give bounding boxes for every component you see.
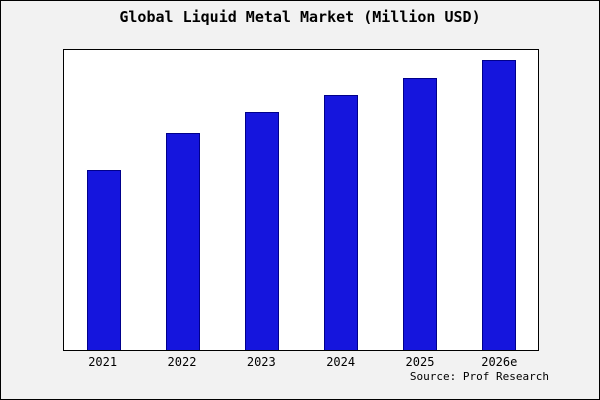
bar-slot: [64, 50, 143, 350]
bar-slot: [380, 50, 459, 350]
x-tick-label: 2026e: [481, 355, 518, 369]
chart-title: Global Liquid Metal Market (Million USD): [119, 8, 481, 26]
bar-slot: [301, 50, 380, 350]
bar-2023: [244, 112, 279, 350]
bar-2024: [323, 94, 358, 350]
bar-2022: [165, 132, 200, 350]
bars-row: [64, 50, 538, 350]
source-note: Source: Prof Research: [409, 370, 549, 383]
plot-area: [63, 49, 539, 351]
bar-slot: [222, 50, 301, 350]
bar-2021: [86, 170, 121, 350]
x-tick-label: 2021: [88, 355, 118, 369]
x-tick-label: 2025: [405, 355, 435, 369]
bar-2026e: [481, 60, 516, 350]
x-tick-label: 2023: [246, 355, 276, 369]
x-tick-label: 2022: [167, 355, 197, 369]
bar-slot: [459, 50, 538, 350]
bar-2025: [402, 77, 437, 350]
x-axis-labels: 2021 2022 2023 2024 2025 2026e: [63, 355, 539, 369]
bar-slot: [143, 50, 222, 350]
x-tick-label: 2024: [326, 355, 356, 369]
